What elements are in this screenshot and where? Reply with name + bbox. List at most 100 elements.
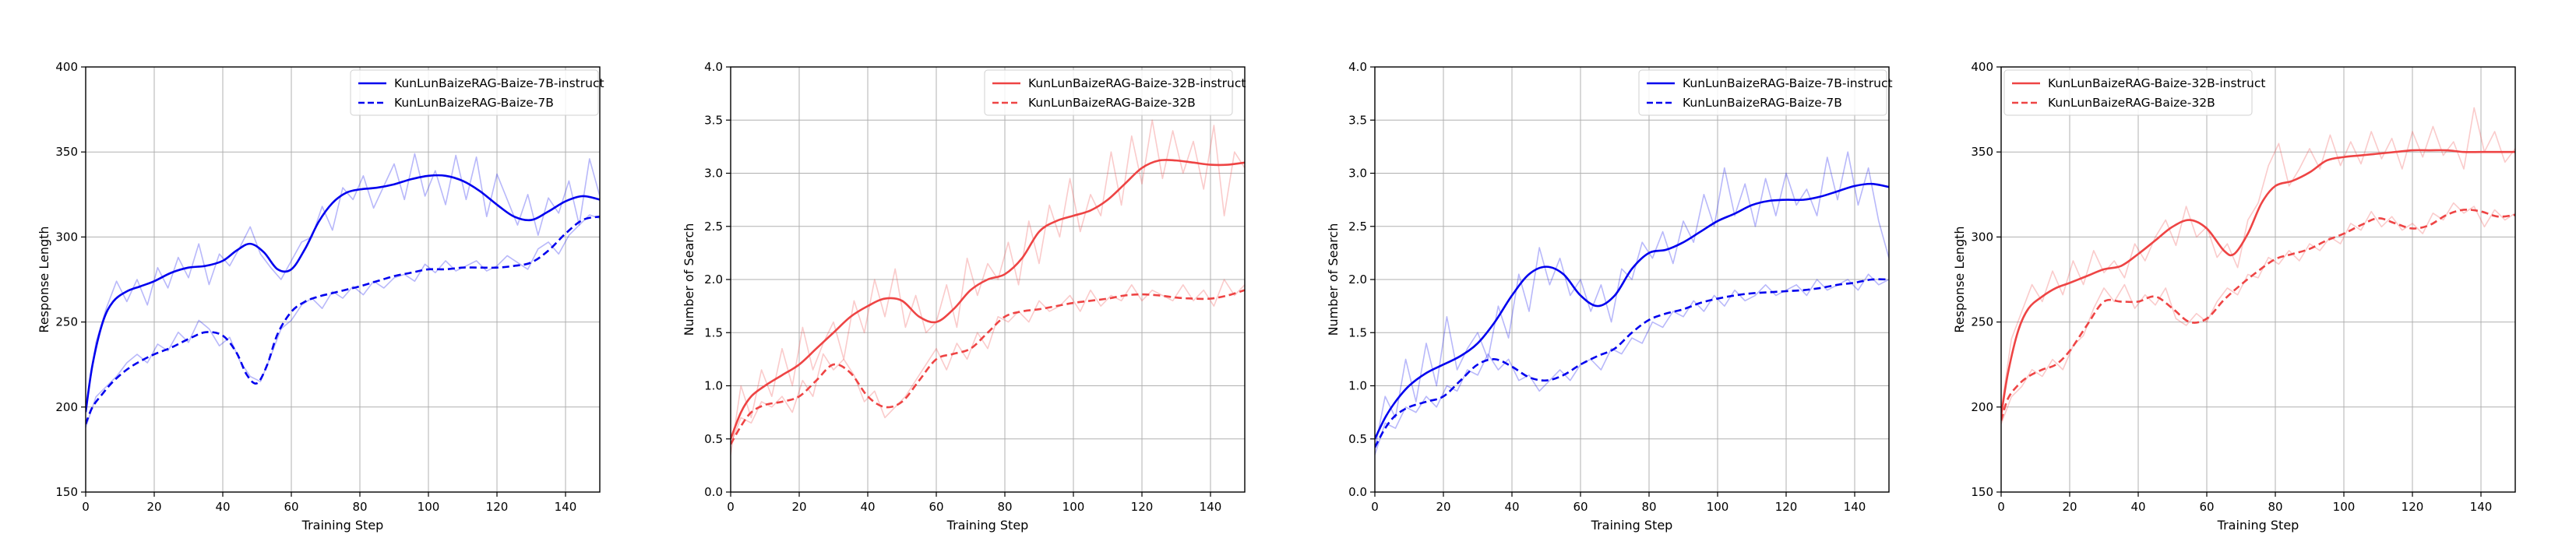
x-tick-label: 120 [1775, 500, 1798, 514]
raw-series-line-kunlunbaizerag-baize-32b-instruct [2001, 107, 2515, 411]
x-tick-label: 0 [727, 500, 735, 514]
raw-series-line-kunlunbaizerag-baize-7b-instruct [1375, 151, 1889, 450]
legend-box [984, 69, 1233, 116]
x-tick-label: 80 [997, 500, 1012, 514]
x-tick-label: 60 [929, 500, 943, 514]
chart-panel-number-of-search-32b: 0 20 40 60 80 100 120 140 0.0 0.5 1.0 1.5 2.0 2.5 3.0 3… [682, 60, 1246, 533]
legend: KunLunBaizeRAG-Baize-7B-instruct KunLunBa… [1638, 69, 1893, 116]
x-axis-label: Training Step [946, 518, 1029, 533]
y-tick-label: 1.0 [704, 379, 723, 393]
y-axis-label: Number of Search [1326, 223, 1341, 336]
x-tick-label: 140 [2470, 500, 2493, 514]
x-tick-label: 40 [860, 500, 875, 514]
y-tick-label: 1.5 [1348, 325, 1367, 339]
series-line-kunlunbaizerag-baize-32b-instruct [731, 159, 1245, 440]
legend-label: KunLunBaizeRAG-Baize-7B [1683, 96, 1842, 110]
y-tick-label: 2.0 [1348, 272, 1367, 287]
x-tick-label: 40 [2130, 500, 2145, 514]
y-tick-label: 2.5 [704, 220, 723, 234]
x-tick-label: 20 [2062, 500, 2077, 514]
legend: KunLunBaizeRAG-Baize-7B-instruct KunLunBa… [350, 69, 604, 116]
legend-label: KunLunBaizeRAG-Baize-7B-instruct [1683, 76, 1893, 90]
x-tick-label: 60 [2199, 500, 2214, 514]
y-tick-label: 2.5 [1348, 220, 1367, 234]
x-tick-label: 0 [82, 500, 90, 514]
y-tick-label: 350 [1971, 145, 1993, 159]
y-tick-label: 3.5 [704, 113, 723, 127]
x-tick-label: 20 [146, 500, 161, 514]
x-tick-label: 0 [1997, 500, 2005, 514]
plot-area [1375, 151, 1889, 455]
series-line-kunlunbaizerag-baize-7b [86, 215, 600, 425]
chart-panel-response-length-32b: 0 20 40 60 80 100 120 140 150 200 250 300 350 400 Trai… [1952, 60, 2516, 533]
series-line-kunlunbaizerag-baize-7b [1375, 278, 1889, 448]
plot-area [86, 153, 600, 428]
x-tick-label: 100 [1707, 500, 1729, 514]
series-line-kunlunbaizerag-baize-7b-instruct [86, 174, 600, 413]
y-tick-label: 0.5 [704, 432, 723, 446]
plot-area [2001, 107, 2515, 424]
legend-label: KunLunBaizeRAG-Baize-32B [2048, 96, 2215, 110]
y-tick-label: 0.0 [704, 485, 723, 499]
x-tick-label: 80 [1641, 500, 1656, 514]
x-tick-label: 60 [1573, 500, 1588, 514]
x-tick-label: 120 [486, 500, 509, 514]
chart-panel-response-length-7b: 0 20 40 60 80 100 120 140 150 200 250 300 350 400 Trai… [37, 60, 604, 533]
y-tick-label: 1.0 [1348, 379, 1367, 393]
x-tick-label: 40 [1504, 500, 1519, 514]
x-tick-label: 140 [1200, 500, 1222, 514]
series-line-kunlunbaizerag-baize-32b-instruct [2001, 149, 2515, 416]
legend-box [350, 69, 599, 116]
y-tick-label: 2.0 [704, 272, 723, 287]
raw-series-line-kunlunbaizerag-baize-32b-instruct [731, 119, 1245, 455]
axes-frame [85, 66, 601, 493]
legend-box [2003, 69, 2253, 116]
chart-panel-number-of-search-7b: 0 20 40 60 80 100 120 140 0.0 0.5 1.0 1.5 2.0 2.5 3.0 3… [1326, 60, 1893, 533]
y-axis-label: Response Length [37, 226, 51, 332]
y-axis-label: Response Length [1952, 226, 1967, 332]
y-tick-label: 150 [55, 485, 78, 499]
x-tick-label: 60 [284, 500, 298, 514]
legend-label: KunLunBaizeRAG-Baize-7B-instruct [394, 76, 604, 90]
plot-area [731, 119, 1245, 455]
series-line-kunlunbaizerag-baize-32b [731, 289, 1245, 445]
y-tick-label: 200 [55, 400, 78, 414]
legend-box [1638, 69, 1887, 116]
legend: KunLunBaizeRAG-Baize-32B-instruct KunLunB… [984, 69, 1246, 116]
y-tick-label: 300 [55, 230, 78, 244]
y-tick-label: 250 [55, 315, 78, 329]
x-tick-label: 20 [1436, 500, 1450, 514]
legend: KunLunBaizeRAG-Baize-32B-instruct KunLunB… [2003, 69, 2265, 116]
legend-label: KunLunBaizeRAG-Baize-32B-instruct [2048, 76, 2265, 90]
y-tick-label: 3.5 [1348, 113, 1367, 127]
y-tick-label: 4.0 [704, 60, 723, 74]
y-tick-label: 200 [1971, 400, 1993, 414]
x-tick-label: 80 [352, 500, 367, 514]
x-tick-label: 140 [555, 500, 577, 514]
y-tick-label: 250 [1971, 315, 1993, 329]
x-axis-label: Training Step [2217, 518, 2299, 533]
y-tick-label: 4.0 [1348, 60, 1367, 74]
y-tick-label: 3.0 [1348, 167, 1367, 181]
y-tick-label: 0.5 [1348, 432, 1367, 446]
x-tick-label: 40 [215, 500, 230, 514]
y-tick-label: 400 [55, 60, 78, 74]
x-axis-label: Training Step [301, 518, 384, 533]
x-tick-label: 100 [418, 500, 440, 514]
x-tick-label: 100 [1062, 500, 1085, 514]
raw-series-line-kunlunbaizerag-baize-7b [1375, 273, 1889, 455]
axes-frame [2000, 66, 2516, 493]
x-tick-label: 140 [1844, 500, 1866, 514]
y-axis-label: Number of Search [682, 223, 696, 336]
x-tick-label: 100 [2333, 500, 2356, 514]
x-tick-label: 0 [1371, 500, 1379, 514]
legend-label: KunLunBaizeRAG-Baize-32B-instruct [1028, 76, 1246, 90]
x-tick-label: 80 [2268, 500, 2282, 514]
x-tick-label: 120 [1131, 500, 1154, 514]
x-tick-label: 120 [2402, 500, 2424, 514]
series-line-kunlunbaizerag-baize-7b-instruct [1375, 182, 1889, 440]
y-tick-label: 300 [1971, 230, 1993, 244]
x-tick-label: 20 [791, 500, 806, 514]
y-tick-label: 350 [55, 145, 78, 159]
